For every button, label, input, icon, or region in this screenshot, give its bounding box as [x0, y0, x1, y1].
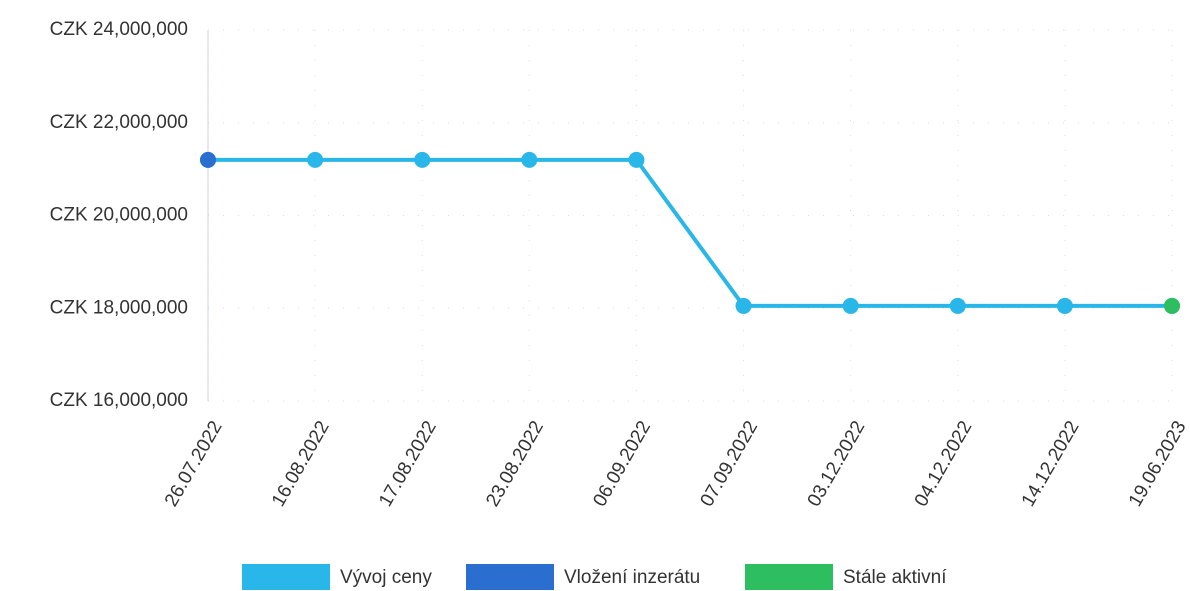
legend-label: Vývoj ceny — [340, 567, 432, 588]
x-tick-label: 04.12.2022 — [911, 418, 977, 511]
x-tick-label: 07.09.2022 — [696, 418, 762, 511]
x-tick-label: 06.09.2022 — [589, 418, 655, 511]
legend-swatch — [745, 564, 833, 590]
legend-swatch — [242, 564, 330, 590]
legend-label: Stále aktivní — [843, 567, 947, 588]
point — [735, 297, 752, 314]
point — [307, 151, 324, 168]
y-tick-label: CZK 22,000,000 — [50, 112, 188, 133]
legend-label: Vložení inzerátu — [564, 567, 700, 588]
x-tick-label: 19.06.2023 — [1125, 418, 1190, 511]
point — [1056, 297, 1073, 314]
x-tick-label: 03.12.2022 — [804, 418, 870, 511]
point — [521, 151, 538, 168]
point — [200, 151, 216, 168]
x-tick-label: 26.07.2022 — [161, 418, 227, 511]
point — [414, 151, 431, 168]
series-line — [208, 157, 1172, 308]
point — [842, 297, 859, 314]
y-tick-label: CZK 16,000,000 — [50, 390, 188, 411]
x-tick-label: 17.08.2022 — [375, 418, 441, 511]
y-tick-label: CZK 18,000,000 — [50, 297, 188, 318]
y-tick-label: CZK 20,000,000 — [50, 205, 188, 226]
x-tick-label: 16.08.2022 — [268, 418, 334, 511]
point — [628, 151, 645, 168]
y-tick-label: CZK 24,000,000 — [50, 19, 188, 40]
x-tick-label: 14.12.2022 — [1018, 418, 1084, 511]
point — [949, 297, 966, 314]
point — [1164, 297, 1180, 314]
legend-swatch — [466, 564, 554, 590]
x-tick-label: 23.08.2022 — [482, 418, 548, 511]
